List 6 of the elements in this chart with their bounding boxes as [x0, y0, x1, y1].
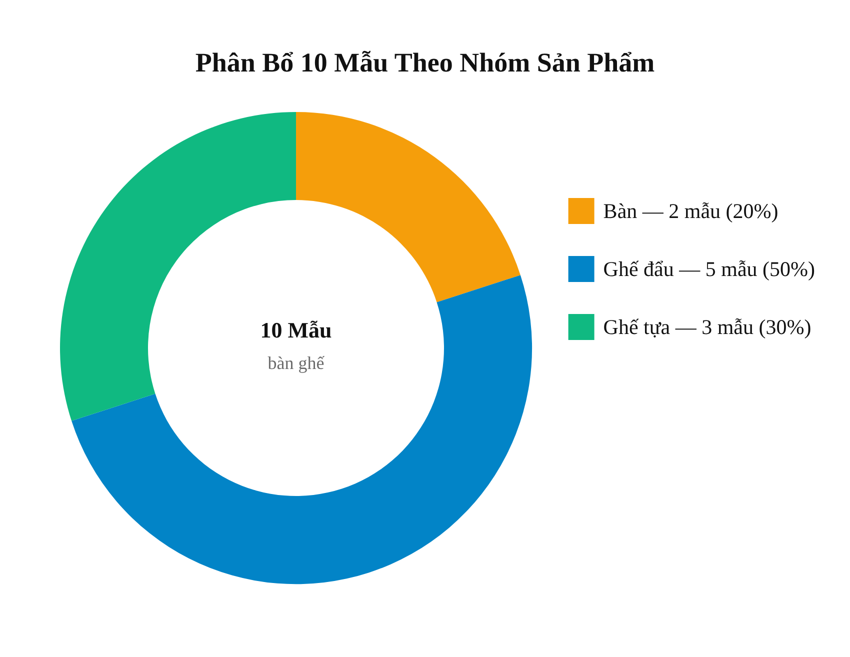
legend-label: Ghế tựa — 3 mẫu (30%) [603, 315, 812, 339]
legend-label: Bàn — 2 mẫu (20%) [603, 199, 778, 223]
text: bàn ghế [268, 353, 326, 373]
chart-title: Phân Bổ 10 Mẫu Theo Nhóm Sản Phẩm [195, 48, 656, 78]
text: 10 Mẫu [260, 318, 332, 342]
legend-label: Ghế đẩu — 5 mẫu (50%) [603, 257, 816, 281]
